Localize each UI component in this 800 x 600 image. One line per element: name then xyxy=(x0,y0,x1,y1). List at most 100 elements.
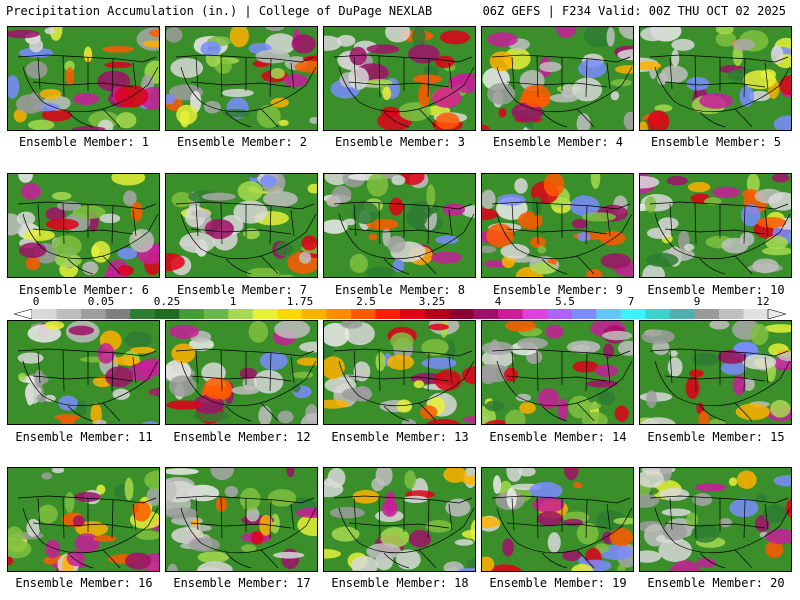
precip-area xyxy=(431,251,462,264)
precip-area xyxy=(210,468,234,481)
precip-area xyxy=(270,68,285,79)
colorbar-segment xyxy=(522,309,548,319)
precip-area xyxy=(431,87,462,108)
precip-area xyxy=(721,237,749,254)
precip-area xyxy=(93,535,117,542)
precip-area xyxy=(772,174,790,183)
ensemble-member-label: Ensemble Member: 18 xyxy=(331,576,469,590)
precip-area xyxy=(283,73,308,87)
precip-area xyxy=(600,253,632,269)
precip-area xyxy=(712,186,740,198)
precip-area xyxy=(36,393,47,403)
precip-area xyxy=(586,269,603,277)
precip-area xyxy=(662,523,688,541)
precip-area xyxy=(577,232,591,242)
precip-area xyxy=(20,183,42,200)
precip-area xyxy=(435,235,459,245)
precip-area xyxy=(439,30,470,45)
precip-area xyxy=(764,324,791,333)
precip-area xyxy=(259,351,288,371)
precip-area xyxy=(298,251,312,264)
precip-area xyxy=(146,487,159,507)
precip-area xyxy=(576,113,591,130)
precip-area xyxy=(658,538,692,562)
chart-title: Precipitation Accumulation (in.) | Colle… xyxy=(6,4,433,18)
precip-area xyxy=(286,468,295,478)
colorbar-segment xyxy=(424,309,450,319)
precip-area xyxy=(166,252,185,272)
precip-area xyxy=(281,548,300,570)
precip-area xyxy=(68,325,95,336)
boundaries xyxy=(333,348,475,422)
precip-area xyxy=(353,385,372,402)
precip-area xyxy=(666,176,688,186)
precip-area xyxy=(324,477,334,487)
precip-area xyxy=(684,243,695,251)
precip-area xyxy=(309,117,317,124)
precip-area xyxy=(412,74,443,84)
precip-area xyxy=(519,402,536,414)
precip-area xyxy=(596,510,627,531)
precip-area xyxy=(8,526,24,546)
colorbar-segment xyxy=(473,309,499,319)
precip-map xyxy=(482,321,633,424)
precip-area xyxy=(231,386,260,395)
precip-area xyxy=(450,72,475,93)
map-panel xyxy=(481,467,634,572)
precip-area xyxy=(102,46,134,53)
precip-area xyxy=(613,517,633,525)
precip-map xyxy=(8,174,159,277)
precip-map xyxy=(166,27,317,130)
precip-area xyxy=(391,175,406,186)
precip-area xyxy=(39,88,62,99)
precip-area xyxy=(756,493,767,503)
precip-area xyxy=(275,241,294,257)
precip-map xyxy=(640,468,791,571)
precip-area xyxy=(74,491,101,502)
precip-area xyxy=(239,367,257,379)
precip-map xyxy=(482,468,633,571)
precip-area xyxy=(18,242,47,259)
precip-area xyxy=(166,468,199,475)
colorbar-tick-label: 0.25 xyxy=(153,295,181,308)
colorbar-segment xyxy=(400,309,425,319)
colorbar-tick-label: 2.5 xyxy=(356,295,376,308)
map-panel xyxy=(7,320,160,425)
precip-area xyxy=(686,76,710,91)
precip-area xyxy=(246,507,260,522)
precip-area xyxy=(736,470,757,489)
precip-area xyxy=(386,354,415,370)
precip-area xyxy=(137,358,159,377)
precip-area xyxy=(646,252,679,268)
precip-area xyxy=(366,218,399,230)
precip-area xyxy=(484,400,505,412)
precip-area xyxy=(489,51,515,72)
precip-area xyxy=(445,498,471,517)
colorbar-tick-label: 9 xyxy=(693,295,701,308)
precip-area xyxy=(442,203,466,216)
precip-area xyxy=(694,483,727,492)
precip-area xyxy=(65,67,75,86)
precip-area xyxy=(390,332,414,350)
precip-area xyxy=(461,366,475,385)
ensemble-member-label: Ensemble Member: 8 xyxy=(334,283,466,297)
precip-area xyxy=(74,533,100,553)
precip-area xyxy=(45,539,61,559)
precip-area xyxy=(111,174,146,186)
precip-area xyxy=(505,409,526,424)
precip-area xyxy=(250,530,264,545)
colorbar-segment xyxy=(228,309,254,319)
precip-map xyxy=(166,468,317,571)
ensemble-member-label: Ensemble Member: 4 xyxy=(492,135,624,149)
precip-area xyxy=(148,388,159,397)
precip-area xyxy=(773,115,791,130)
precip-area xyxy=(113,356,141,366)
precip-area xyxy=(224,485,239,498)
precip-area xyxy=(248,321,269,343)
precip-area xyxy=(239,487,261,511)
precip-area xyxy=(699,92,733,109)
ensemble-member-label: Ensemble Member: 2 xyxy=(176,135,308,149)
precip-area xyxy=(336,34,356,47)
precip-area xyxy=(130,202,143,222)
precip-area xyxy=(386,235,406,253)
